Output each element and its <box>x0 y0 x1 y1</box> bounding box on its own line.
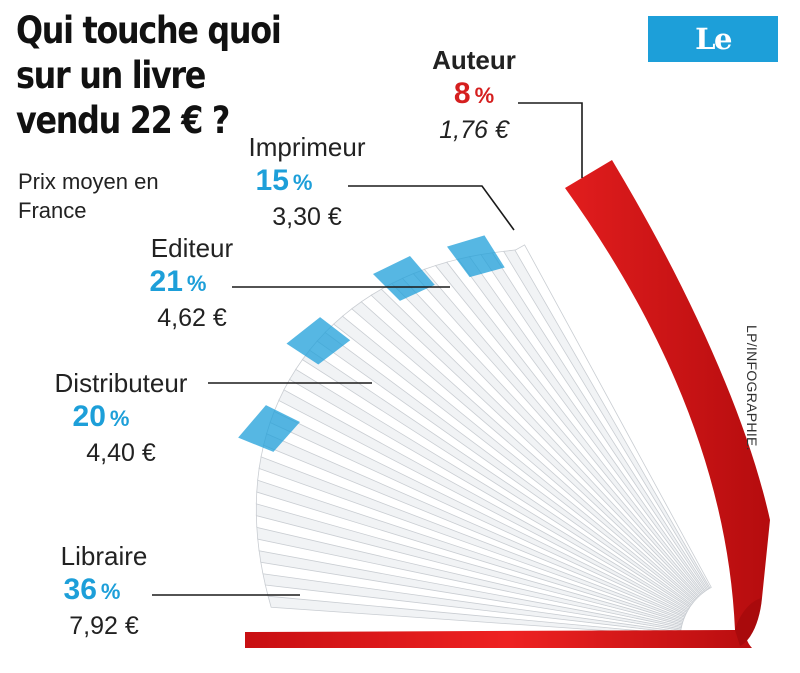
slice-label-auteur: Auteur 8% 1,76 € <box>424 44 524 146</box>
slice-amount: 4,62 € <box>157 304 227 332</box>
credit-text: LP/INFOGRAPHIE. <box>744 325 760 451</box>
slice-label-imprimeur: Imprimeur 15% 3,30 € <box>232 131 382 233</box>
slice-amount: 3,30 € <box>272 203 342 231</box>
book-page <box>514 244 712 589</box>
slice-name: Libraire <box>60 541 148 571</box>
slice-amount: 4,40 € <box>86 439 156 467</box>
slice-amount: 1,76 € <box>439 116 509 144</box>
slice-name: Editeur <box>150 233 234 263</box>
slice-percent: 20% <box>72 400 130 433</box>
slice-amount: 7,92 € <box>69 612 139 640</box>
slice-label-libraire: Libraire 36% 7,92 € <box>44 540 164 642</box>
slice-label-distributeur: Distributeur 20% 4,40 € <box>36 367 206 469</box>
book-cover <box>245 160 770 648</box>
slice-name: Imprimeur <box>248 132 366 162</box>
slice-percent: 8% <box>453 77 495 110</box>
leader-auteur <box>518 102 583 178</box>
slice-label-editeur: Editeur 21% 4,62 € <box>132 232 252 334</box>
slice-name: Auteur <box>432 45 516 75</box>
leader-imprimeur <box>348 185 515 231</box>
leader-lines <box>152 102 583 596</box>
slice-boundary-tab <box>446 235 505 278</box>
slice-percent: 36% <box>63 573 121 606</box>
slice-percent: 15% <box>255 164 313 197</box>
brand-logo: Le Parisien <box>648 16 778 102</box>
page-title: Qui touche quoi sur un livre vendu 22 € … <box>16 9 282 142</box>
slice-percent: 21% <box>149 265 207 298</box>
slice-boundary-tab <box>373 256 435 301</box>
slice-name: Distributeur <box>54 368 188 398</box>
subtitle: Prix moyen en France <box>18 169 159 223</box>
slice-boundary-tab <box>286 317 351 365</box>
book-pages <box>255 244 712 637</box>
slice-boundary-tab <box>238 405 300 452</box>
book-spine-curl <box>735 598 762 646</box>
page-tabs <box>238 235 505 452</box>
